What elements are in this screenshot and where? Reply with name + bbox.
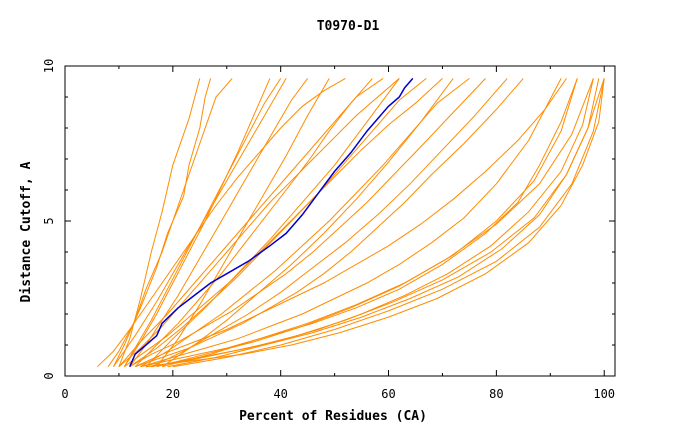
y-axis-label: Distance Cutoff, A: [19, 161, 34, 302]
x-axis: 0 20 40 60 80 100: [61, 66, 615, 401]
model-line-30: [145, 78, 400, 368]
model-line-29: [134, 78, 567, 368]
y-tick-label-10: 10: [42, 59, 56, 73]
x-tick-label-80: 80: [489, 387, 503, 401]
x-axis-label: Percent of Residues (CA): [239, 409, 427, 424]
x-tick-label-20: 20: [166, 387, 180, 401]
chart-title: T0970-D1: [317, 19, 380, 34]
model-line-25: [129, 78, 427, 368]
model-line-3: [113, 78, 212, 367]
model-line-21: [161, 78, 454, 368]
model-line-22: [167, 78, 605, 368]
model-line-4: [118, 78, 201, 367]
y-tick-label-0: 0: [42, 372, 56, 379]
model-line-5: [118, 78, 400, 368]
model-line-13: [140, 78, 578, 368]
model-line-15: [145, 78, 605, 368]
highlight-line: [129, 77, 414, 367]
model-line-20: [161, 78, 578, 368]
model-line-23: [113, 78, 287, 367]
x-tick-label-100: 100: [593, 387, 615, 401]
y-tick-label-5: 5: [42, 217, 56, 224]
model-line-28: [123, 78, 271, 367]
model-line-24: [118, 77, 384, 368]
model-line-9: [129, 78, 486, 368]
model-line-12: [140, 78, 562, 368]
plot-lines: [97, 77, 605, 368]
model-line-11: [134, 78, 373, 368]
x-tick-label-0: 0: [61, 387, 68, 401]
model-line-2: [107, 78, 233, 367]
model-line-10: [134, 78, 524, 368]
x-tick-label-40: 40: [273, 387, 287, 401]
model-line-8: [129, 78, 309, 367]
model-line-26: [140, 78, 470, 368]
x-tick-label-60: 60: [381, 387, 395, 401]
model-line-27: [172, 78, 605, 368]
model-line-6: [124, 78, 443, 368]
y-axis: 0 5 10: [42, 59, 615, 380]
